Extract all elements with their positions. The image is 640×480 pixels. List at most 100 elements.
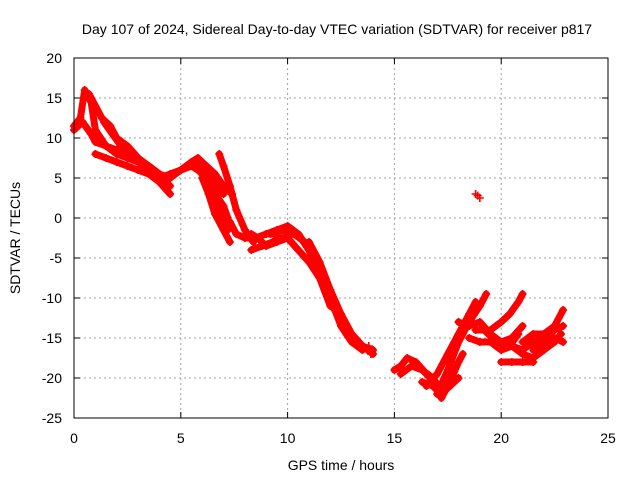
data-point-marker [315,270,324,278]
series-trace-25 [433,290,490,398]
data-point-marker [497,358,506,366]
data-point-marker [507,358,516,366]
data-point-marker [219,190,228,198]
data-point-marker [559,338,568,346]
data-point-marker [204,190,213,198]
data-point-marker [539,338,548,346]
data-point-marker [87,98,96,106]
y-tick-label: -5 [50,250,63,266]
data-point-marker [454,318,463,326]
data-point-marker [283,222,292,230]
data-point-marker [443,366,452,374]
data-point-marker [87,130,96,138]
data-traces [70,86,567,402]
data-point-marker [518,358,527,366]
x-tick-label: 10 [280,430,296,446]
data-point-marker [219,214,228,222]
x-tick-label: 0 [70,430,78,446]
x-tick-label: 5 [177,430,185,446]
data-point-marker [454,338,463,346]
data-point-marker [454,358,463,366]
data-point-marker [272,234,281,242]
data-point-marker [507,334,516,342]
data-point-marker [497,318,506,326]
data-point-marker [559,322,568,330]
data-point-marker [326,286,335,294]
data-point-marker [225,238,234,246]
data-point-marker [210,170,219,178]
data-point-marker [80,86,89,94]
data-point-marker [219,202,228,210]
data-point-marker [304,238,313,246]
series-trace-26 [422,298,480,390]
data-point-marker [396,370,405,378]
data-point-marker [155,174,164,182]
data-point-marker [337,322,345,330]
data-point-marker [215,150,224,158]
data-point-marker [486,338,495,346]
data-point-marker [475,302,484,310]
data-point-marker [78,118,87,126]
series-trace-6 [134,166,174,198]
data-point-marker [228,190,237,198]
data-point-marker [529,358,538,366]
y-tick-label: -10 [42,290,62,306]
data-point-marker [253,234,262,242]
data-point-marker [411,358,420,366]
data-point-marker [326,302,335,310]
data-point-marker [428,374,437,382]
data-point-marker [91,102,100,110]
data-point-marker [514,298,523,306]
data-point-marker [123,162,132,170]
data-point-marker [106,122,115,130]
data-point-marker [219,226,228,234]
data-point-marker [99,118,108,126]
y-tick-label: -15 [42,330,62,346]
data-point-marker [112,146,121,154]
x-tick-label: 15 [387,430,403,446]
y-tick-label: 5 [54,170,62,186]
data-point-marker [112,134,121,142]
data-points [70,86,568,402]
data-point-marker [433,390,442,398]
data-point-marker [91,138,100,146]
data-point-marker [475,318,484,326]
data-point-marker [443,350,452,358]
x-axis-label: GPS time / hours [288,457,395,473]
data-point-marker [550,334,559,342]
data-point-marker [390,366,399,374]
data-point-marker [471,326,480,334]
data-point-marker [518,290,527,298]
series-trace-27 [437,350,467,402]
data-point-marker [465,334,474,342]
data-point-marker [518,322,527,330]
data-point-marker [240,234,249,242]
data-point-marker [198,174,207,182]
data-point-marker [437,394,446,402]
data-point-marker [144,170,153,178]
data-point-marker [505,310,514,318]
data-point-marker [232,230,241,238]
data-point-marker [247,246,256,254]
data-point-marker [279,226,288,234]
data-point-marker [347,330,356,338]
data-point-marker [225,218,234,226]
data-point-marker [176,166,185,174]
data-point-marker [257,242,266,250]
data-point-marker [557,330,566,338]
data-point-marker [559,306,568,314]
data-point-marker [403,354,412,362]
data-point-marker [266,230,275,238]
data-point-marker [294,246,303,254]
data-point-marker [458,350,467,358]
axis-ticks [73,57,609,419]
y-tick-label: 0 [54,210,62,226]
data-point-marker [294,230,303,238]
y-tick-label: -20 [42,370,62,386]
series-trace-35 [529,334,567,354]
data-point-marker [347,338,356,346]
data-point-marker [102,154,111,162]
data-point-marker [433,370,442,378]
data-point-marker [198,162,207,170]
